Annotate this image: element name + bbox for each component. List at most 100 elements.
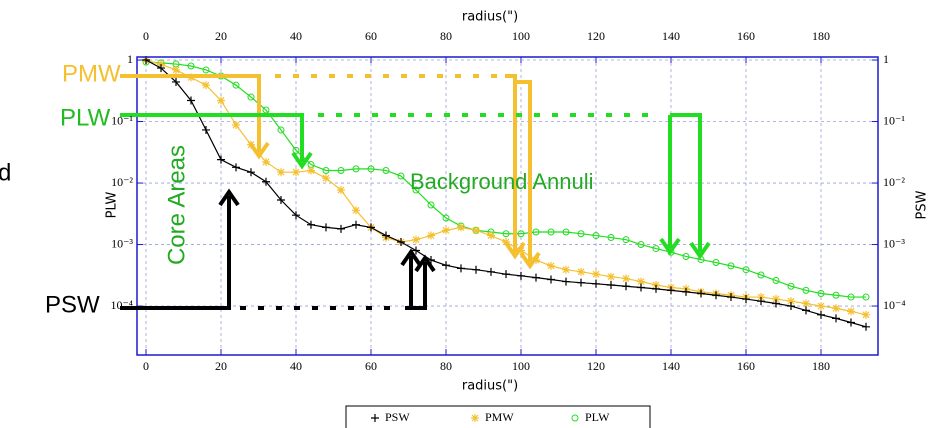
data-point (202, 81, 210, 90)
arrow-head (504, 241, 526, 260)
data-point (337, 166, 345, 174)
arrow-line (120, 113, 304, 162)
arrow-head (291, 151, 313, 170)
data-point (262, 106, 270, 114)
data-point (637, 283, 645, 292)
data-point (202, 66, 210, 74)
y-axis-title: PLW (105, 191, 120, 218)
plot-frame (136, 56, 879, 356)
data-point (442, 226, 450, 235)
arrow-line (411, 262, 427, 310)
data-point (637, 241, 645, 249)
data-point (622, 274, 630, 283)
x-tick-label-top: 100 (512, 29, 530, 43)
data-point (157, 64, 165, 73)
data-point (262, 157, 270, 166)
data-point (832, 304, 840, 313)
legend-marker (571, 414, 579, 422)
data-point (622, 236, 630, 244)
annotations: PMW PLW PSW d Core Areas Background Annuli (0, 60, 593, 318)
legend-box (345, 405, 651, 428)
data-point (262, 177, 270, 186)
x-tick-label: 60 (365, 359, 377, 373)
x-axis-title: radius(") (462, 379, 518, 394)
x-tick-label-top: 40 (290, 29, 302, 43)
data-point (607, 272, 615, 281)
data-point (292, 146, 300, 154)
y-tick-label: 1 (127, 52, 133, 66)
data-point (562, 277, 570, 286)
arrow-head (218, 188, 240, 207)
data-point (472, 226, 480, 235)
data-point (457, 264, 465, 273)
arrow-head (414, 254, 436, 273)
data-point (847, 307, 855, 316)
data-point (592, 279, 600, 288)
y2-tick-label: 10⁻¹ (883, 113, 905, 127)
data-point (592, 232, 600, 240)
data-point (277, 195, 285, 204)
x-axis-title-top: radius(") (462, 10, 518, 25)
x-tick-label-top: 60 (365, 29, 377, 43)
data-point (232, 163, 240, 172)
data-point (817, 302, 825, 311)
data-point (802, 286, 810, 294)
data-point (652, 245, 660, 253)
data-point (412, 235, 420, 244)
arrow-line (120, 74, 261, 152)
data-point (382, 231, 390, 240)
grid (137, 57, 878, 355)
data-point (577, 278, 585, 287)
legend-marker (471, 414, 479, 422)
data-point (352, 165, 360, 173)
data-point (547, 261, 555, 270)
x-tick-label-top: 120 (587, 29, 605, 43)
data-point (517, 271, 525, 280)
x-tick-label: 0 (143, 359, 149, 373)
data-point (382, 166, 390, 174)
data-point (772, 295, 780, 304)
data-point (232, 81, 240, 89)
data-point (562, 228, 570, 236)
data-point (277, 126, 285, 134)
arrow-head (248, 141, 270, 160)
data-point (862, 293, 870, 301)
annotation: d (0, 159, 11, 186)
data-point (427, 231, 435, 240)
series-line (145, 61, 866, 298)
y2-tick-label: 1 (883, 52, 889, 66)
y-tick-label: 10⁻² (111, 175, 133, 189)
legend-marker (371, 414, 379, 422)
data-point (322, 166, 330, 174)
x-tick-label: 80 (440, 359, 452, 373)
data-point (757, 293, 765, 302)
data-point (277, 168, 285, 177)
arrow-line (120, 196, 231, 310)
legend-label: PLW (585, 410, 610, 424)
data-point (292, 168, 300, 177)
data-point (412, 186, 420, 194)
data-point (532, 273, 540, 282)
data-point (757, 271, 765, 279)
data-point (697, 289, 705, 298)
data-point (472, 265, 480, 274)
data-point (727, 293, 735, 302)
data-point (367, 165, 375, 173)
data-point (712, 259, 720, 267)
x-tick-label-top: 180 (812, 29, 830, 43)
data-point (442, 261, 450, 270)
data-point (502, 237, 510, 246)
data-point (172, 65, 180, 74)
annotation: Background Annuli (410, 169, 593, 194)
data-point (427, 201, 435, 209)
data-point (757, 297, 765, 306)
x-tick-label: 160 (737, 359, 755, 373)
data-point (577, 267, 585, 276)
data-point (772, 277, 780, 285)
x-tick-label: 20 (215, 359, 227, 373)
y2-axis-title: PSW (915, 190, 930, 219)
y-tick-label: 10⁻¹ (111, 113, 133, 127)
data-point (742, 266, 750, 274)
data-point (217, 96, 225, 105)
